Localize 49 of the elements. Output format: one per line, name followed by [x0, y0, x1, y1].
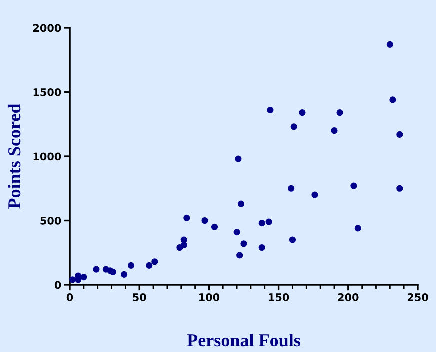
y-tick-label: 1000 [34, 152, 62, 161]
y-tick-label: 2000 [34, 24, 62, 32]
point [234, 229, 240, 236]
point [331, 128, 338, 134]
point [128, 262, 135, 270]
point [390, 96, 396, 104]
point [69, 276, 76, 284]
point [80, 274, 88, 281]
point [267, 106, 274, 114]
point [180, 236, 188, 244]
y-tick-label: 0 [54, 281, 62, 290]
y-axis-title: Points Scored [8, 104, 21, 209]
point [236, 252, 244, 259]
point [202, 217, 208, 224]
point [238, 200, 245, 208]
point [354, 225, 362, 232]
point [146, 262, 153, 270]
point [211, 224, 218, 230]
point [120, 271, 128, 278]
point [235, 156, 242, 162]
point [184, 214, 190, 222]
x-tick-label: 250 [408, 294, 428, 302]
point [180, 242, 188, 248]
point [386, 41, 394, 48]
point [290, 124, 298, 130]
point [93, 266, 100, 273]
point [289, 236, 296, 244]
x-axis-title: Personal Fouls [187, 334, 300, 347]
x-tick-label: 0 [66, 294, 74, 302]
point [288, 185, 295, 192]
point [396, 185, 404, 192]
y-tick-label: 500 [40, 216, 62, 225]
y-tick-label: 1500 [34, 88, 62, 96]
point [258, 220, 266, 227]
point [152, 258, 158, 266]
point [110, 268, 116, 276]
x-tick-label: 150 [269, 294, 290, 302]
point [350, 182, 358, 190]
point [299, 110, 306, 116]
point [240, 240, 248, 248]
point [312, 192, 318, 198]
x-tick-label: 100 [200, 294, 220, 302]
point [396, 131, 404, 138]
point [266, 218, 272, 226]
point [75, 276, 82, 284]
x-tick-label: 200 [338, 294, 359, 302]
point [258, 244, 266, 252]
point [336, 110, 344, 116]
x-tick-label: 50 [133, 294, 146, 302]
